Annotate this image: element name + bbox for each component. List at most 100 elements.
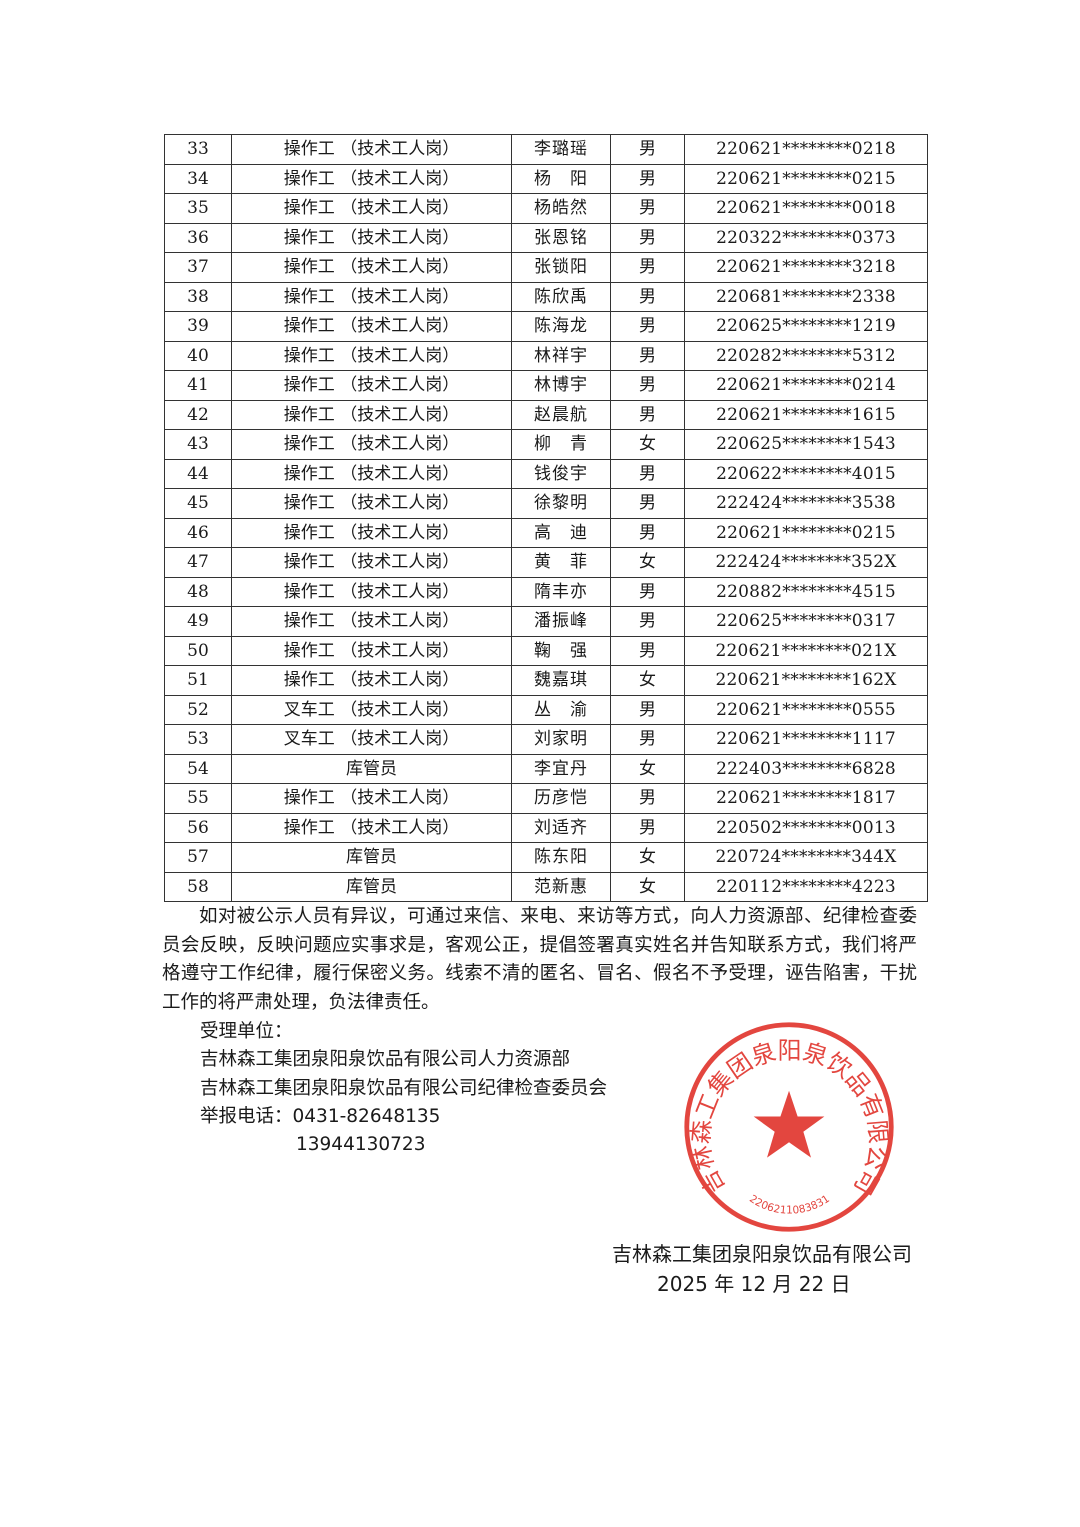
person-name: 李璐瑶	[511, 134, 611, 165]
table-row: 57 库管员 陈东阳女 220724********344X	[164, 842, 928, 873]
row-number: 34	[164, 163, 232, 194]
row-number: 53	[164, 724, 232, 755]
gender: 男	[610, 517, 685, 548]
person-name: 历彦恺	[511, 783, 611, 814]
seal-ring	[684, 1022, 894, 1232]
table-row: 35 操作工 （技术工人岗） 杨皓然男 220621********0018	[164, 193, 928, 224]
table-row: 49 操作工 （技术工人岗） 潘振峰男 220625********0317	[164, 606, 928, 637]
row-number: 48	[164, 576, 232, 607]
gender: 男	[610, 252, 685, 283]
table-row: 36 操作工 （技术工人岗） 张恩铭男 220322********0373	[164, 222, 928, 253]
row-number: 55	[164, 783, 232, 814]
unit-discipline: 吉林森工集团泉阳泉饮品有限公司纪律检查委员会	[200, 1077, 608, 1099]
person-name: 杨皓然	[511, 193, 611, 224]
job-title: 叉车工 （技术工人岗）	[231, 694, 512, 725]
contact-lines: 受理单位： 吉林森工集团泉阳泉饮品有限公司人力资源部 吉林森工集团泉阳泉饮品有限…	[162, 1018, 607, 1160]
job-title: 操作工 （技术工人岗）	[231, 399, 512, 430]
table-row: 54 库管员 李宜丹女 222403********6828	[164, 753, 928, 784]
id-number: 220621********3218	[684, 252, 928, 283]
job-title: 操作工 （技术工人岗）	[231, 222, 512, 253]
job-title: 叉车工 （技术工人岗）	[231, 724, 512, 755]
gender: 男	[610, 193, 685, 224]
id-number: 220621********0214	[684, 370, 928, 401]
row-number: 40	[164, 340, 232, 371]
person-name: 柳 青	[511, 429, 611, 460]
row-number: 57	[164, 842, 232, 873]
table-row: 51 操作工 （技术工人岗） 魏嘉琪女 220621********162X	[164, 665, 928, 696]
gender: 女	[610, 842, 685, 873]
gender: 男	[610, 606, 685, 637]
gender: 男	[610, 576, 685, 607]
person-name: 林博宇	[511, 370, 611, 401]
phone-2: 13944130723	[296, 1134, 426, 1156]
gender: 男	[610, 163, 685, 194]
table-row: 40 操作工 （技术工人岗） 林祥宇男 220282********5312	[164, 340, 928, 371]
person-name: 高 迪	[511, 517, 611, 548]
id-number: 220621********021X	[684, 635, 928, 666]
job-title: 库管员	[231, 842, 512, 873]
job-title: 库管员	[231, 871, 512, 902]
job-title: 操作工 （技术工人岗）	[231, 783, 512, 814]
id-number: 220882********4515	[684, 576, 928, 607]
gender: 男	[610, 458, 685, 489]
unit-hr: 吉林森工集团泉阳泉饮品有限公司人力资源部	[200, 1049, 571, 1071]
job-title: 操作工 （技术工人岗）	[231, 547, 512, 578]
id-number: 220621********0215	[684, 517, 928, 548]
table-row: 52 叉车工 （技术工人岗）丛 渝男 220621********0555	[164, 694, 928, 725]
id-number: 220621********1117	[684, 724, 928, 755]
signature-company: 吉林森工集团泉阳泉饮品有限公司	[612, 1241, 912, 1266]
id-number: 220621********0018	[684, 193, 928, 224]
gender: 男	[610, 812, 685, 843]
gender: 男	[610, 222, 685, 253]
id-number: 220625********0317	[684, 606, 928, 637]
row-number: 38	[164, 281, 232, 312]
document-sheet: 33 操作工 （技术工人岗） 李璐瑶男 220621********0218 34 操作工…	[162, 134, 930, 1299]
gender: 女	[610, 753, 685, 784]
person-name: 丛 渝	[511, 694, 611, 725]
gender: 男	[610, 399, 685, 430]
row-number: 33	[164, 134, 232, 165]
row-number: 50	[164, 635, 232, 666]
job-title: 操作工 （技术工人岗）	[231, 488, 512, 519]
row-number: 42	[164, 399, 232, 430]
roster-table: 33 操作工 （技术工人岗） 李璐瑶男 220621********0218 34 操作工…	[164, 134, 928, 902]
job-title: 操作工 （技术工人岗）	[231, 134, 512, 165]
job-title: 操作工 （技术工人岗）	[231, 281, 512, 312]
person-name: 范新惠	[511, 871, 611, 902]
job-title: 操作工 （技术工人岗）	[231, 252, 512, 283]
gender: 男	[610, 694, 685, 725]
id-number: 222403********6828	[684, 753, 928, 784]
job-title: 库管员	[231, 753, 512, 784]
phone-line: 举报电话：0431-82648135	[200, 1103, 607, 1131]
row-number: 35	[164, 193, 232, 224]
id-number: 220322********0373	[684, 222, 928, 253]
row-number: 37	[164, 252, 232, 283]
person-name: 刘适齐	[511, 812, 611, 843]
job-title: 操作工 （技术工人岗）	[231, 606, 512, 637]
table-row: 38 操作工 （技术工人岗） 陈欣禹男 220681********2338	[164, 281, 928, 312]
job-title: 操作工 （技术工人岗）	[231, 193, 512, 224]
row-number: 45	[164, 488, 232, 519]
person-name: 钱俊宇	[511, 458, 611, 489]
gender: 男	[610, 281, 685, 312]
job-title: 操作工 （技术工人岗）	[231, 812, 512, 843]
table-row: 47 操作工 （技术工人岗）黄 菲女 222424********352X	[164, 547, 928, 578]
row-number: 52	[164, 694, 232, 725]
signature-date: 2025 年 12 月 22 日	[657, 1271, 851, 1296]
id-number: 220622********4015	[684, 458, 928, 489]
gender: 男	[610, 370, 685, 401]
id-number: 220112********4223	[684, 871, 928, 902]
gender: 女	[610, 547, 685, 578]
id-number: 220724********344X	[684, 842, 928, 873]
objection-notice: 如对被公示人员有异议，可通过来信、来电、来访等方式，向人力资源部、纪律检查委员会…	[162, 906, 917, 1014]
job-title: 操作工 （技术工人岗）	[231, 458, 512, 489]
row-number: 44	[164, 458, 232, 489]
job-title: 操作工 （技术工人岗）	[231, 163, 512, 194]
row-number: 58	[164, 871, 232, 902]
row-number: 51	[164, 665, 232, 696]
id-number: 220621********0218	[684, 134, 928, 165]
gender: 女	[610, 871, 685, 902]
person-name: 林祥宇	[511, 340, 611, 371]
contact-section: 受理单位： 吉林森工集团泉阳泉饮品有限公司人力资源部 吉林森工集团泉阳泉饮品有限…	[162, 1018, 917, 1235]
table-row: 45 操作工 （技术工人岗） 徐黎明男 222424********3538	[164, 488, 928, 519]
